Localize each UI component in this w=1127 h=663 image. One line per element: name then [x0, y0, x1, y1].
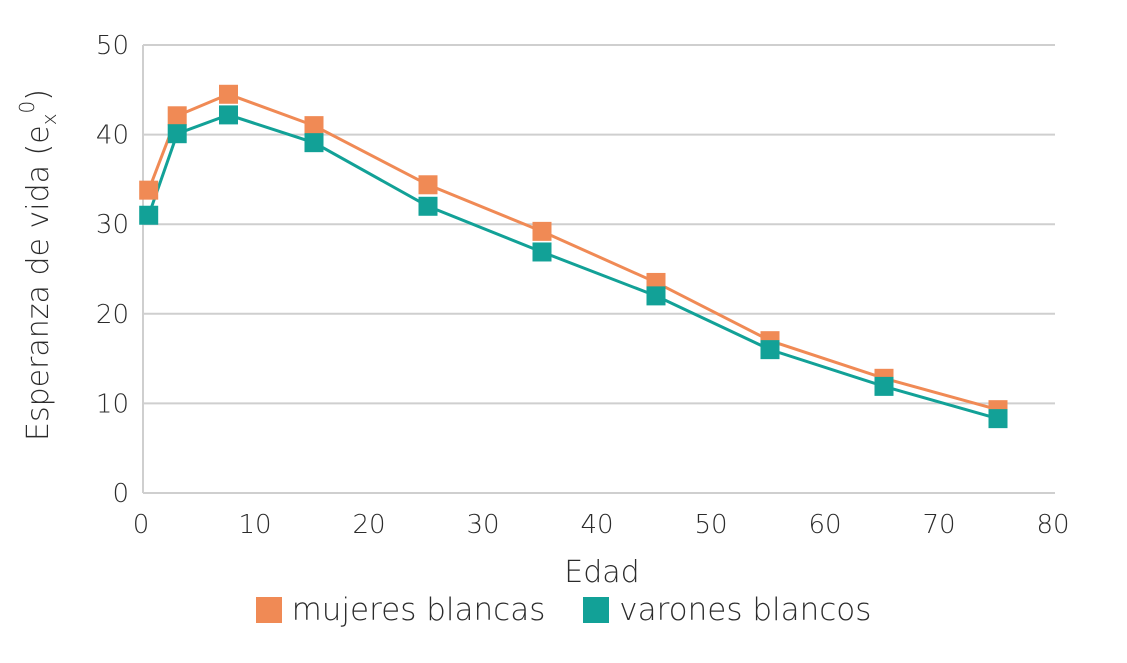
y-tick-label-40: 40	[96, 121, 129, 151]
legend: mujeres blancas varones blancos	[0, 592, 1127, 631]
y-axis-title-sub: x	[37, 113, 61, 125]
legend-label-mujeres: mujeres blancas	[291, 592, 546, 628]
y-tick-labels: 0 10 20 30 40 50	[96, 31, 129, 509]
x-tick-label-60: 60	[808, 510, 841, 540]
series-0-point-3	[304, 116, 324, 136]
axes	[142, 45, 1055, 494]
y-tick-label-0: 0	[112, 479, 129, 509]
series-line-1	[147, 113, 999, 421]
y-axis-title-close: )	[21, 89, 56, 101]
grid-lines	[143, 44, 1055, 405]
y-tick-label-10: 10	[96, 389, 129, 419]
y-tick-label-20: 20	[96, 300, 129, 330]
x-tick-label-10: 10	[238, 510, 271, 540]
x-tick-label-0: 0	[133, 510, 150, 540]
y-tick-label-30: 30	[96, 210, 129, 240]
x-tick-label-30: 30	[466, 510, 499, 540]
series-group	[139, 84, 1008, 429]
series-1-point-1	[167, 124, 187, 144]
series-0-point-0	[139, 180, 159, 200]
series-0-point-1	[167, 106, 187, 126]
x-tick-label-80: 80	[1036, 510, 1069, 540]
x-axis-title: Edad	[564, 555, 639, 590]
legend-item-mujeres: mujeres blancas	[255, 592, 546, 628]
series-1-point-8	[874, 376, 894, 396]
y-axis-title: Esperanza de vida (ex0)	[15, 89, 61, 441]
legend-item-varones: varones blancos	[583, 592, 871, 628]
series-1-point-0	[139, 205, 159, 225]
y-axis-title-sup: 0	[15, 101, 39, 114]
series-0-point-5	[532, 221, 552, 241]
x-tick-label-70: 70	[922, 510, 955, 540]
series-1-point-7	[760, 340, 780, 360]
legend-swatch-mujeres	[255, 597, 282, 623]
chart: 0 10 20 30 40 50 0 10 20 30 40 50 60 70 80 Edad Esper…	[15, 31, 1070, 590]
x-tick-label-40: 40	[580, 510, 613, 540]
series-1-point-3	[304, 133, 324, 153]
y-tick-label-50: 50	[96, 31, 129, 61]
legend-label-varones: varones blancos	[619, 592, 872, 628]
legend-swatch-varones	[583, 597, 610, 623]
series-0-point-2	[219, 84, 238, 104]
x-tick-label-50: 50	[694, 510, 727, 540]
y-axis-title-main: Esperanza de vida (e	[21, 125, 56, 441]
x-tick-label-20: 20	[352, 510, 385, 540]
series-1-point-6	[646, 286, 666, 306]
x-tick-labels: 0 10 20 30 40 50 60 70 80	[133, 510, 1070, 540]
series-1-point-2	[219, 105, 238, 125]
series-0-point-4	[418, 175, 438, 195]
series-1-point-5	[532, 242, 552, 262]
series-1-point-4	[418, 196, 438, 216]
series-line-0	[147, 92, 999, 412]
series-1-point-9	[988, 409, 1008, 429]
